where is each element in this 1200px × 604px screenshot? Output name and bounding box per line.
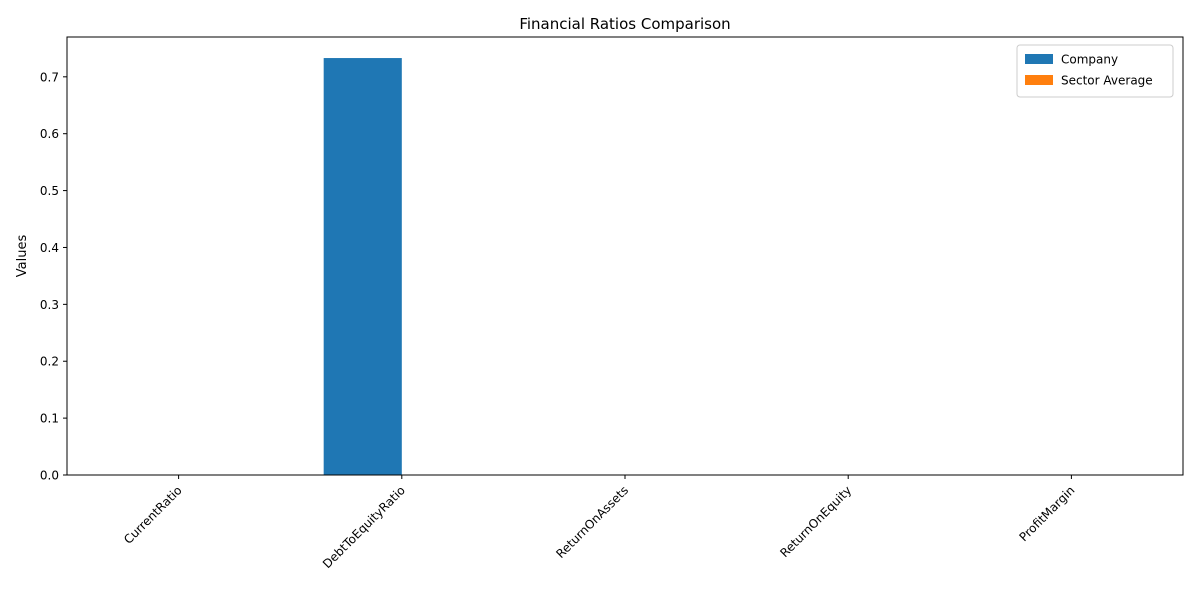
plot-area-frame: [66, 36, 1184, 476]
y-tick-label: 0.1: [40, 412, 59, 426]
bar-company-debttoequityratio: [323, 58, 402, 475]
y-tick-label: 0.0: [40, 469, 59, 483]
bars-group: [323, 58, 402, 475]
legend-label: Sector Average: [1061, 74, 1153, 88]
legend-swatch: [1025, 54, 1053, 64]
legend-swatch: [1025, 75, 1053, 85]
y-tick-label: 0.5: [40, 184, 59, 198]
y-tick-label: 0.6: [40, 127, 59, 141]
y-tick-label: 0.7: [40, 70, 59, 84]
y-tick-label: 0.4: [40, 241, 59, 255]
legend-label: Company: [1061, 53, 1118, 67]
y-axis-label: Values: [15, 235, 30, 278]
legend: Company Sector Average: [1016, 44, 1174, 98]
legend-box: [1016, 44, 1174, 98]
chart-title: Financial Ratios Comparison: [519, 15, 730, 33]
y-tick-label: 0.3: [40, 298, 59, 312]
y-tick-label: 0.2: [40, 355, 59, 369]
y-axis-ticks: 0.0 0.1 0.2 0.3 0.4 0.5 0.6 0.7: [40, 70, 67, 483]
